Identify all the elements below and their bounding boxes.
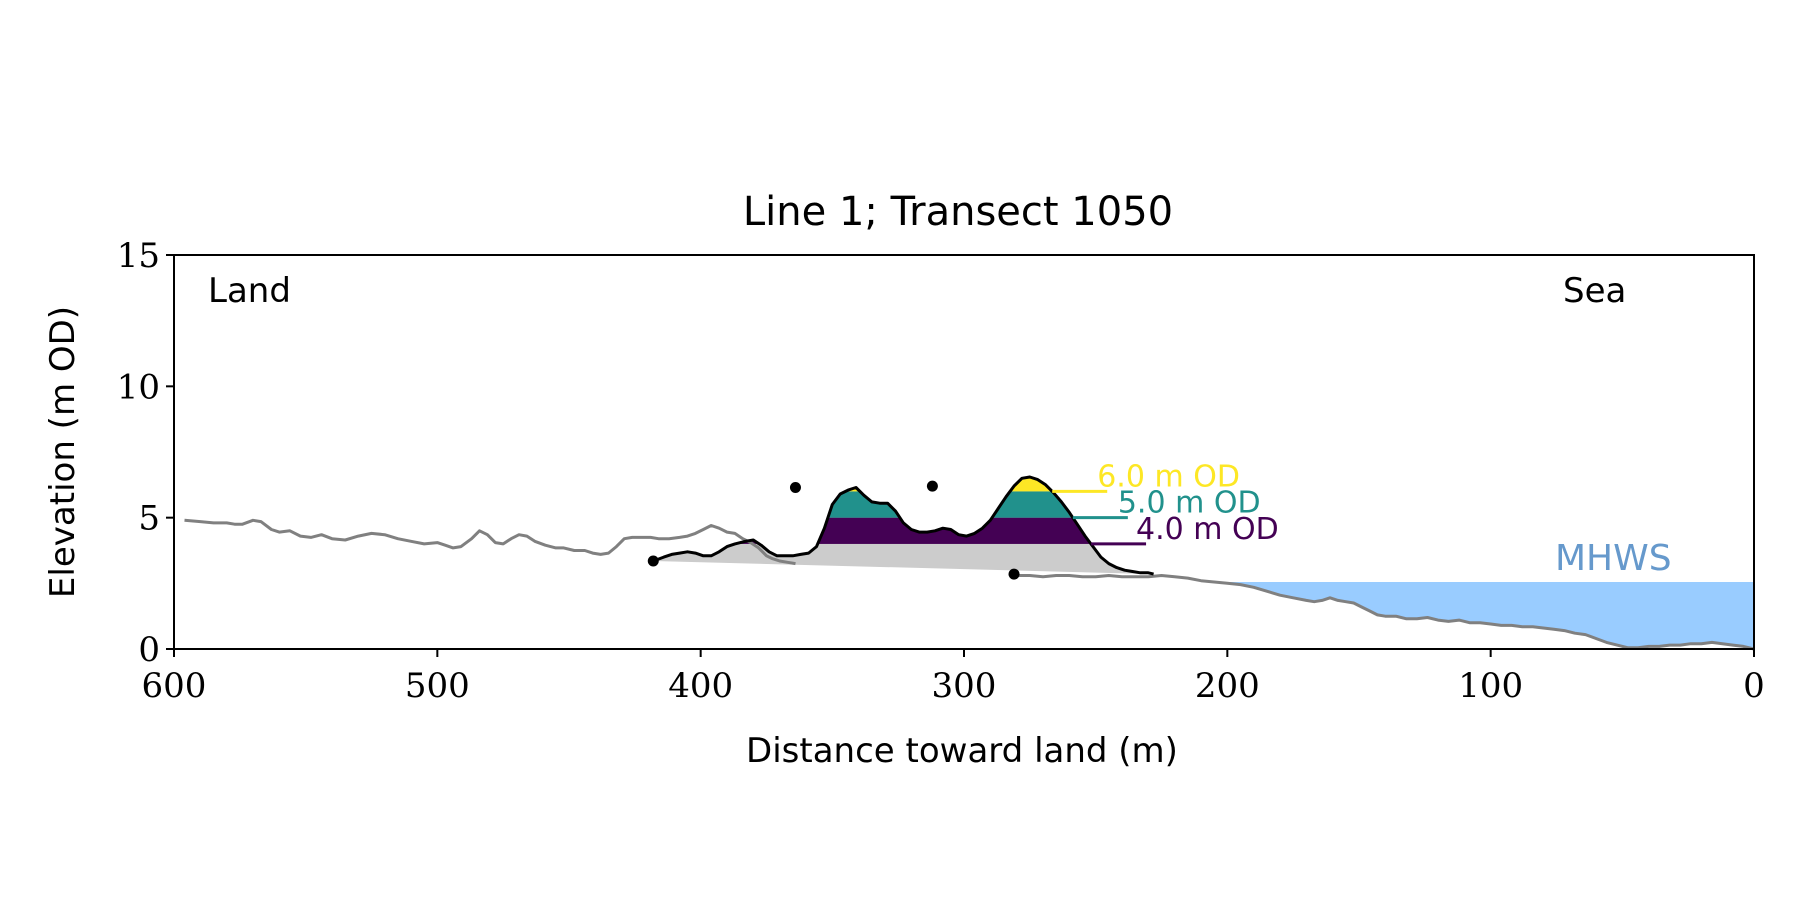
- mhws-layer: [1214, 582, 1754, 649]
- x-tick-label-0: 0: [1743, 666, 1765, 706]
- level-label-6: 6.0 m OD: [1097, 459, 1240, 494]
- x-tick-label-100: 100: [1458, 666, 1523, 706]
- y-axis-label: Elevation (m OD): [43, 306, 83, 598]
- x-tick-label-300: 300: [932, 666, 997, 706]
- level-band-5: [653, 491, 1154, 518]
- land-label: Land: [208, 271, 291, 311]
- sea-label: Sea: [1563, 271, 1626, 311]
- y-tick-label-10: 10: [117, 367, 160, 407]
- level-label-5: 5.0 m OD: [1118, 486, 1261, 521]
- y-tick-label-5: 5: [138, 499, 160, 539]
- x-tick-label-400: 400: [668, 666, 733, 706]
- level-fill-layer: [653, 477, 1154, 544]
- x-tick-label-200: 200: [1195, 666, 1260, 706]
- y-tick-label-0: 0: [138, 630, 160, 670]
- mhws-label: MHWS: [1555, 538, 1672, 579]
- chart-title: Line 1; Transect 1050: [743, 189, 1173, 235]
- x-axis-label: Distance toward land (m): [746, 731, 1178, 771]
- dune-point-1: [647, 555, 659, 567]
- x-tick-label-500: 500: [405, 666, 470, 706]
- x-tick-label-600: 600: [142, 666, 207, 706]
- profile-layer: [184, 518, 1755, 651]
- y-axis-ticks: 0 5 10 15: [117, 236, 174, 670]
- dune-point-2: [789, 481, 801, 493]
- x-axis-ticks: 600 500 400 300 200 100 0: [142, 649, 1765, 706]
- level-label-4: 4.0 m OD: [1136, 512, 1279, 547]
- dune-point-4: [1008, 568, 1020, 580]
- mhws-water-fill: [1214, 582, 1754, 649]
- y-tick-label-15: 15: [117, 236, 160, 276]
- dune-point-3: [926, 480, 938, 492]
- beach-profile-seaward: [1008, 572, 1755, 651]
- level-line-layer: 6.0 m OD5.0 m OD4.0 m OD: [1052, 459, 1279, 547]
- level-band-6: [653, 477, 1154, 492]
- plot-area: 6.0 m OD5.0 m OD4.0 m OD: [184, 459, 1755, 651]
- beach-profile-landward: [184, 518, 796, 566]
